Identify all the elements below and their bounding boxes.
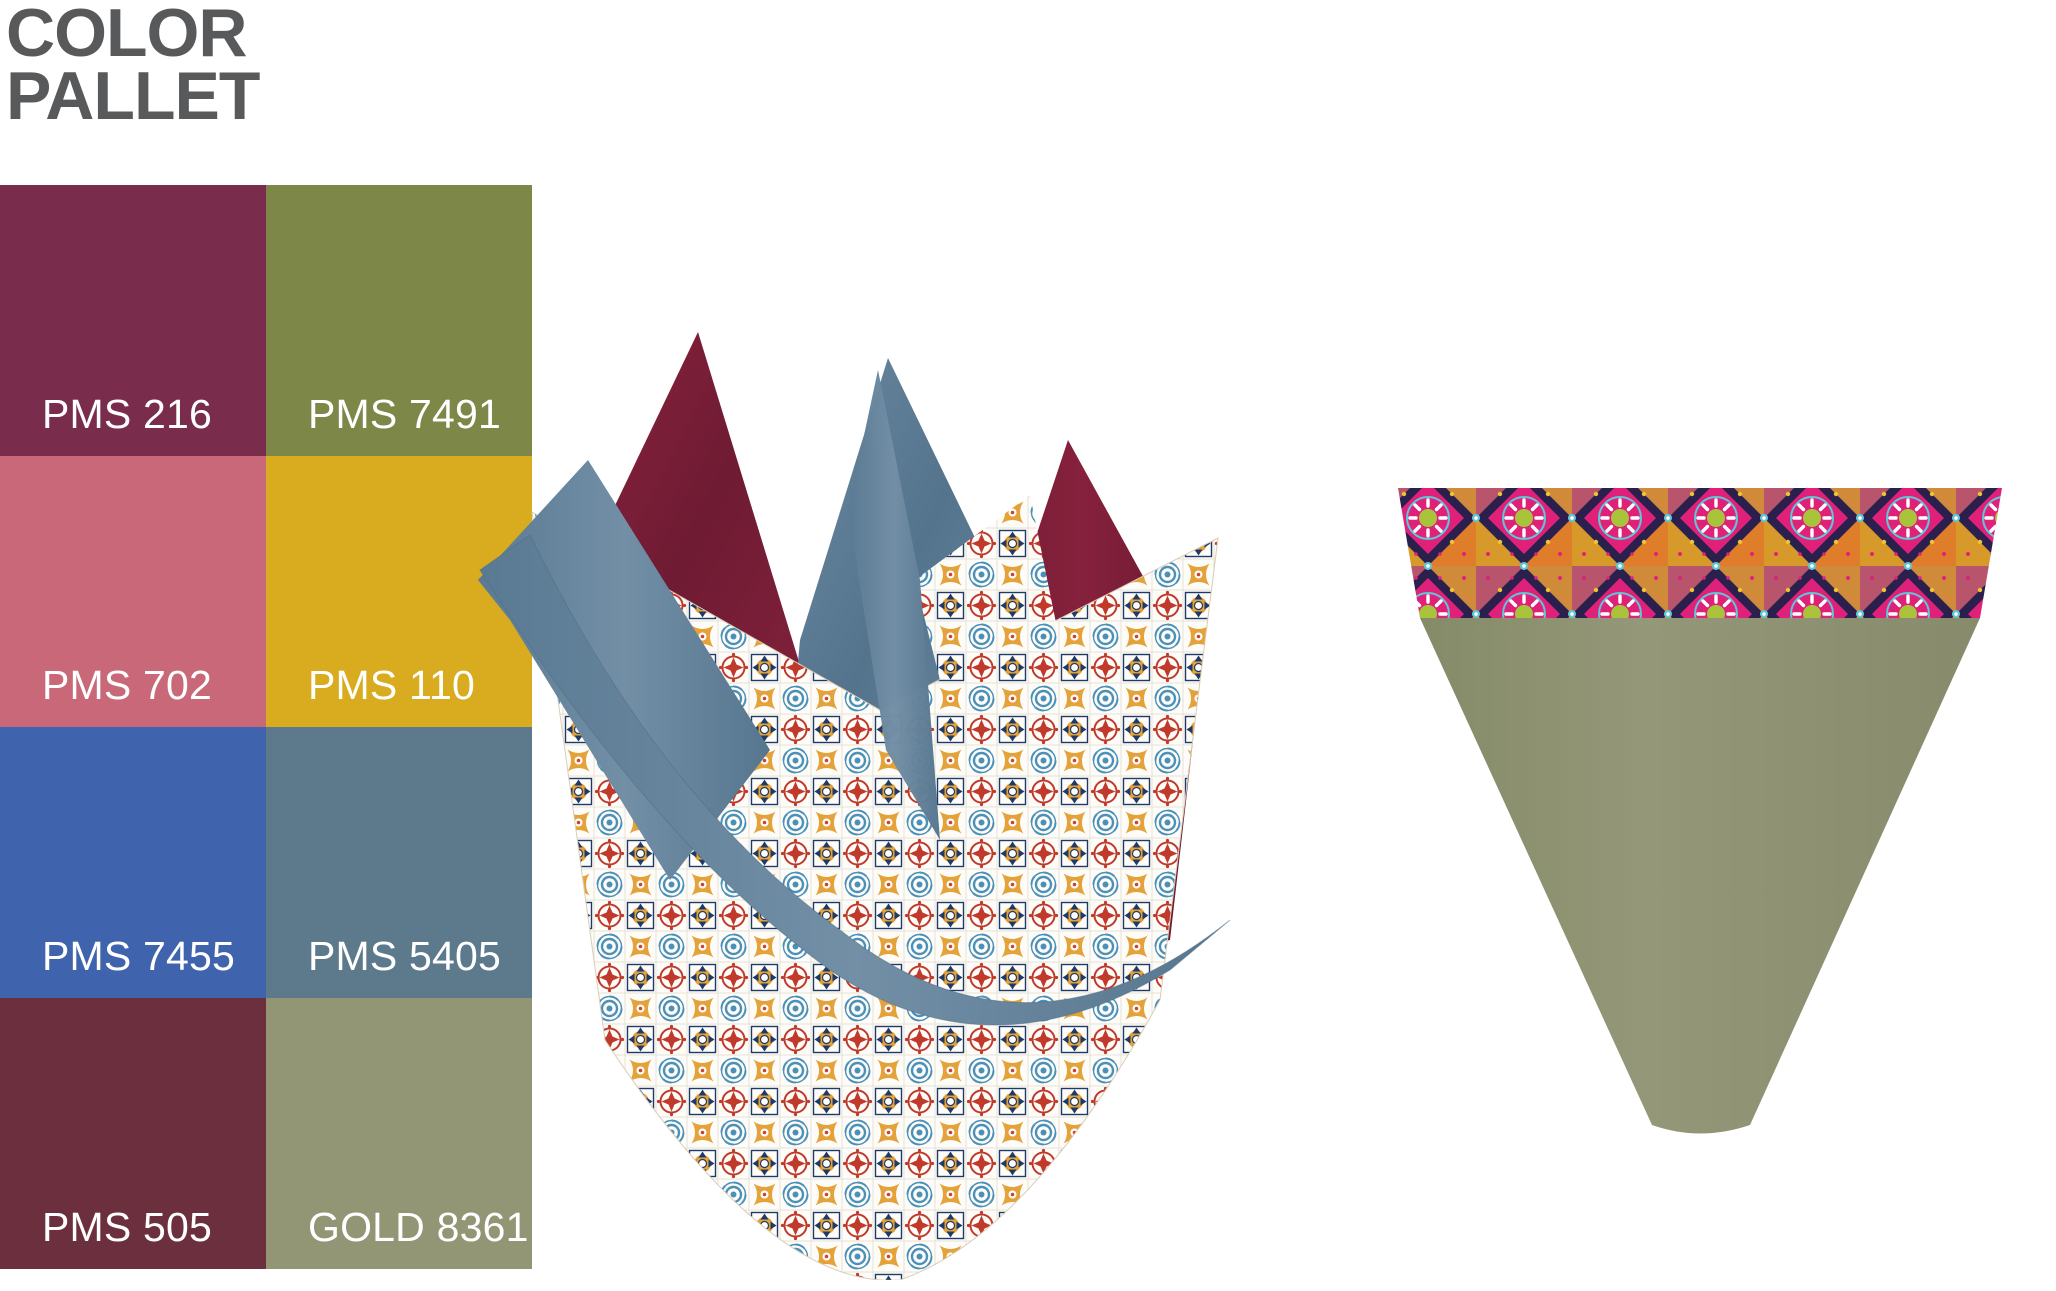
color-swatch-label: PMS 216 bbox=[42, 391, 213, 437]
page-title-line-1: COLOR bbox=[6, 0, 248, 71]
color-swatch[interactable]: GOLD 8361 bbox=[266, 998, 532, 1269]
sleeve-blue-inner-fold bbox=[848, 370, 940, 840]
color-swatch-label: PMS 702 bbox=[42, 662, 213, 708]
cone-body bbox=[1420, 618, 1980, 1134]
page-title: COLOR PALLET bbox=[6, 0, 546, 135]
color-palette-grid: PMS 216 PMS 7491 PMS 702 PMS 110 PMS 745… bbox=[0, 185, 532, 1269]
sleeve-blue-left-cuff bbox=[478, 460, 770, 880]
bouquet-sleeve-illustration bbox=[470, 280, 1400, 1280]
color-swatch-label: GOLD 8361 bbox=[308, 1204, 529, 1250]
color-swatch-label: PMS 7455 bbox=[42, 933, 236, 979]
color-swatch[interactable]: PMS 5405 bbox=[266, 727, 532, 998]
color-swatch[interactable]: PMS 216 bbox=[0, 185, 266, 456]
color-swatch-label: PMS 7491 bbox=[308, 391, 502, 437]
flower-cone-illustration bbox=[1380, 470, 2020, 1170]
page-title-line-2: PALLET bbox=[6, 58, 260, 135]
sleeve-pattern-inner-wedge bbox=[915, 495, 1088, 840]
color-swatch-label: PMS 110 bbox=[308, 662, 476, 708]
color-swatch[interactable]: PMS 505 bbox=[0, 998, 266, 1269]
color-swatch-label: PMS 505 bbox=[42, 1204, 213, 1250]
cone-mandala-band bbox=[1398, 488, 2002, 618]
color-swatch-label: PMS 5405 bbox=[308, 933, 502, 979]
color-swatch[interactable]: PMS 7491 bbox=[266, 185, 532, 456]
sleeve-blue-sash bbox=[479, 534, 1231, 1026]
color-swatch[interactable]: PMS 7455 bbox=[0, 727, 266, 998]
color-swatch[interactable]: PMS 702 bbox=[0, 456, 266, 727]
